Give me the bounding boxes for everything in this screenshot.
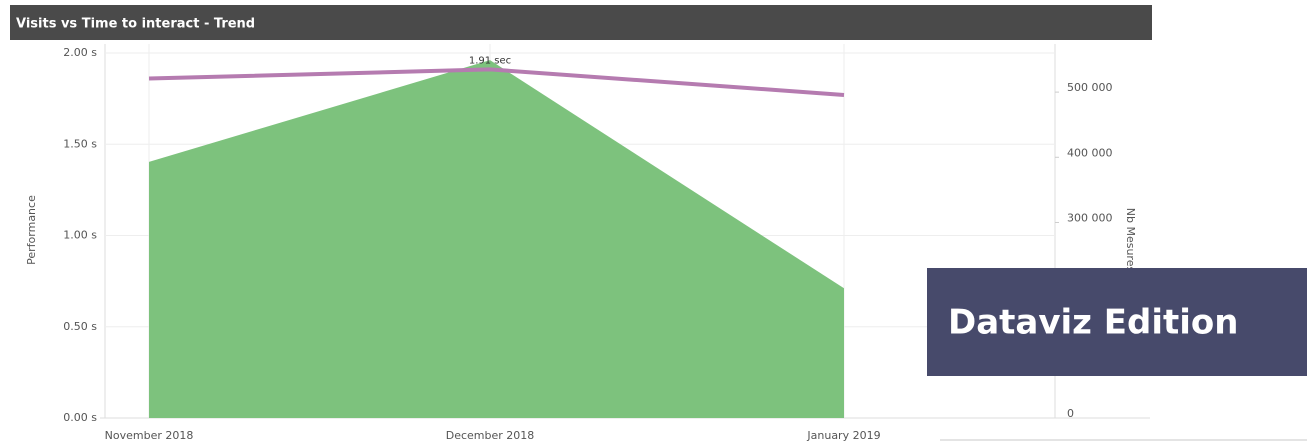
- y-tick-label: 1.00 s: [63, 229, 97, 242]
- x-tick-label: December 2018: [446, 429, 535, 442]
- y2-tick-label: 400 000: [1067, 146, 1113, 159]
- chart-title: Visits vs Time to interact - Trend: [16, 17, 255, 32]
- x-tick-label: January 2019: [806, 429, 880, 442]
- data-label: 1.91 sec: [469, 55, 511, 66]
- overlay-box: [927, 268, 1307, 376]
- x-tick-label: November 2018: [105, 429, 194, 442]
- plot: 0.00 s0.50 s1.00 s1.50 s2.00 s0100 00020…: [63, 44, 1150, 442]
- y-tick-label: 1.50 s: [63, 137, 97, 150]
- y-tick-label: 2.00 s: [63, 46, 97, 59]
- y2-tick-label: 300 000: [1067, 211, 1113, 224]
- line: [148, 67, 845, 97]
- y2-tick-label: 0: [1067, 407, 1074, 420]
- y2-axis-label: Nb Mesures: [1124, 208, 1137, 273]
- y-tick-label: 0.50 s: [63, 320, 97, 333]
- y2-tick-label: 500 000: [1067, 81, 1113, 94]
- area: [149, 60, 844, 418]
- overlay-text: Dataviz Edition: [948, 303, 1239, 343]
- y-axis-label: Performance: [25, 195, 38, 265]
- title-bar: [10, 5, 1152, 40]
- y-tick-label: 0.00 s: [63, 411, 97, 424]
